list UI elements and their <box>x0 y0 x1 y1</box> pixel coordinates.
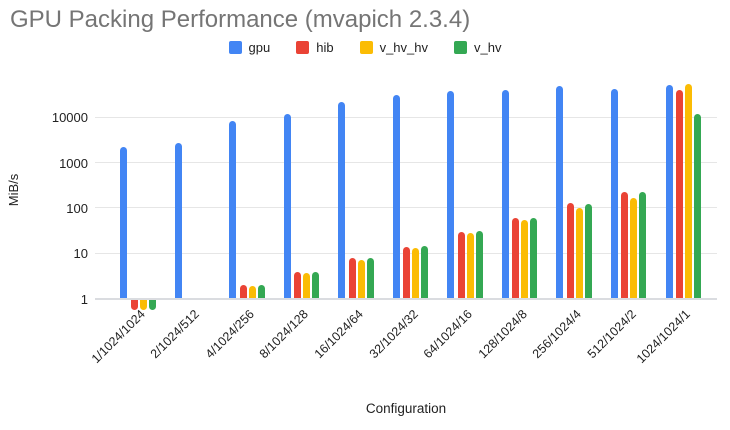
gridline <box>95 297 717 300</box>
legend-label: gpu <box>248 40 271 55</box>
bar-gpu-32/1024/32[interactable] <box>392 95 400 299</box>
legend-swatch-v_hv_hv <box>359 41 373 54</box>
bar-v_hv_hv-16/1024/64[interactable] <box>357 259 365 299</box>
legend-item-gpu: gpu <box>228 40 271 55</box>
bar-hib-1/1024/1024[interactable] <box>130 299 138 310</box>
bar-hib-16/1024/64[interactable] <box>348 258 356 299</box>
y-axis-tick-label: 10000 <box>51 110 88 126</box>
y-axis-tick-label: 10 <box>73 246 88 262</box>
bar-v_hv-4/1024/256[interactable] <box>257 284 265 299</box>
legend-swatch-hib <box>296 41 310 54</box>
legend-swatch-v_hv <box>454 41 467 54</box>
bar-gpu-2/1024/512[interactable] <box>174 143 182 299</box>
x-axis-tick-label: 256/1024/4 <box>529 307 585 362</box>
gridline <box>95 116 717 118</box>
bar-gpu-1024/1024/1[interactable] <box>665 84 673 299</box>
legend-item-v_hv: v_hv <box>454 40 501 55</box>
bar-v_hv_hv-128/1024/8[interactable] <box>521 220 529 299</box>
bar-gpu-4/1024/256[interactable] <box>229 120 237 299</box>
bar-gpu-64/1024/16[interactable] <box>447 90 455 299</box>
legend-item-v_hv_hv: v_hv_hv <box>359 40 428 55</box>
bar-gpu-16/1024/64[interactable] <box>338 101 346 299</box>
y-axis-tick-label: 100 <box>66 200 88 216</box>
x-axis-tick-label: 1/1024/1024 <box>88 307 148 367</box>
legend-item-hib: hib <box>296 40 334 55</box>
chart-legend: gpu hib v_hv_hv v_hv <box>0 40 730 55</box>
bar-v_hv_hv-8/1024/128[interactable] <box>303 272 311 299</box>
bar-hib-256/1024/4[interactable] <box>566 202 574 299</box>
bar-v_hv_hv-256/1024/4[interactable] <box>575 207 583 299</box>
bar-v_hv-32/1024/32[interactable] <box>421 245 429 299</box>
bar-v_hv-1024/1024/1[interactable] <box>694 113 701 299</box>
bar-v_hv-64/1024/16[interactable] <box>475 230 483 299</box>
bar-v_hv_hv-32/1024/32[interactable] <box>412 248 420 299</box>
bar-v_hv-16/1024/64[interactable] <box>366 258 374 299</box>
bar-v_hv_hv-512/1024/2[interactable] <box>630 198 638 299</box>
bar-v_hv_hv-4/1024/256[interactable] <box>248 285 256 299</box>
y-axis-title: MiB/s <box>6 173 21 207</box>
bar-v_hv_hv-1/1024/1024[interactable] <box>139 299 147 310</box>
bar-gpu-512/1024/2[interactable] <box>610 88 618 299</box>
bar-hib-1024/1024/1[interactable] <box>676 90 683 299</box>
bar-gpu-8/1024/128[interactable] <box>283 113 291 299</box>
y-axis-tick-label: 1 <box>80 291 88 307</box>
bar-hib-4/1024/256[interactable] <box>239 284 247 299</box>
x-axis-tick-label: 8/1024/128 <box>257 307 312 362</box>
gridline <box>95 207 717 209</box>
legend-label: v_hv_hv <box>379 40 428 55</box>
legend-swatch-gpu <box>228 41 242 54</box>
legend-label: hib <box>316 40 334 55</box>
bar-hib-8/1024/128[interactable] <box>294 272 302 299</box>
gridline <box>95 162 717 164</box>
bar-gpu-1/1024/1024[interactable] <box>120 147 127 299</box>
bar-gpu-128/1024/8[interactable] <box>501 89 509 299</box>
bar-v_hv-256/1024/4[interactable] <box>584 203 592 299</box>
bar-gpu-256/1024/4[interactable] <box>556 86 564 299</box>
x-axis-tick-label: 64/1024/16 <box>420 307 475 362</box>
bar-hib-512/1024/2[interactable] <box>621 191 629 299</box>
y-axis-tick-label: 1000 <box>59 155 88 171</box>
x-axis-tick-label: 1024/1024/1 <box>634 307 694 367</box>
bar-v_hv_hv-1024/1024/1[interactable] <box>685 83 692 299</box>
bar-v_hv-128/1024/8[interactable] <box>530 217 538 299</box>
legend-label: v_hv <box>474 40 502 55</box>
bar-v_hv_hv-64/1024/16[interactable] <box>466 232 474 299</box>
bar-v_hv-8/1024/128[interactable] <box>312 272 320 299</box>
x-axis-title: Configuration <box>365 401 447 416</box>
chart-title: GPU Packing Performance (mvapich 2.3.4) <box>10 6 471 33</box>
x-axis-tick-label: 2/1024/512 <box>148 307 203 362</box>
bar-hib-32/1024/32[interactable] <box>403 246 411 299</box>
bar-v_hv-1/1024/1024[interactable] <box>148 299 156 310</box>
bar-hib-64/1024/16[interactable] <box>457 231 465 299</box>
bar-hib-128/1024/8[interactable] <box>512 217 520 299</box>
bar-v_hv-512/1024/2[interactable] <box>639 192 647 299</box>
